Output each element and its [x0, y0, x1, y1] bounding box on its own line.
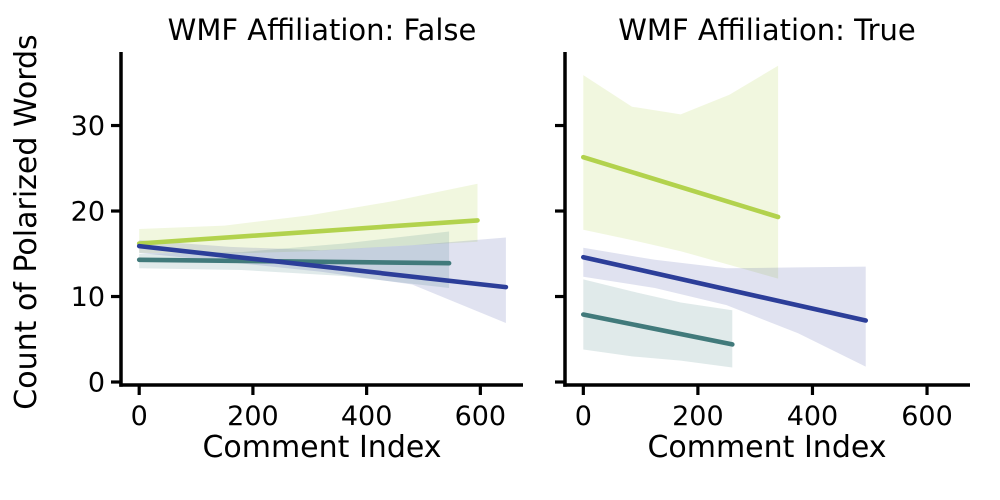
green-confidence-band — [583, 65, 779, 279]
y-tick-label: 10 — [71, 282, 105, 313]
teal-regression-line — [580, 312, 735, 347]
blue-confidence-band — [583, 247, 866, 367]
y-tick-label: 30 — [71, 111, 105, 142]
x-tick-label: 0 — [131, 401, 148, 432]
x-tick-label: 600 — [455, 401, 507, 432]
x-tick-label: 400 — [341, 401, 393, 432]
x-tick-label: 600 — [901, 401, 953, 432]
green-regression-line — [136, 218, 480, 246]
panel-wmf-true: 0 200 400 600 — [555, 52, 970, 432]
x-tick-label: 200 — [227, 401, 279, 432]
teal-confidence-band — [583, 279, 733, 368]
panel-title-wmf-true: WMF Affiliation: True — [618, 13, 916, 47]
panel-title-wmf-false: WMF Affiliation: False — [168, 13, 477, 47]
blue-regression-line — [580, 254, 869, 323]
y-tick-label: 20 — [71, 197, 105, 228]
green-regression-line — [580, 154, 781, 220]
panel-wmf-false: 0 200 400 600 0 10 20 30 — [71, 52, 523, 432]
x-tick-label: 400 — [787, 401, 839, 432]
x-axis-label-right: Comment Index — [647, 430, 886, 465]
x-axis-label-left: Comment Index — [202, 430, 441, 465]
panels-layer: 0 200 400 600 0 10 20 30 0 200 400 600 — [71, 52, 970, 432]
blue-regression-line — [136, 243, 509, 290]
y-tick-label: 0 — [88, 368, 105, 399]
x-tick-label: 200 — [672, 401, 724, 432]
x-tick-label: 0 — [575, 401, 592, 432]
y-axis-label: Count of Polarized Words — [9, 34, 44, 409]
